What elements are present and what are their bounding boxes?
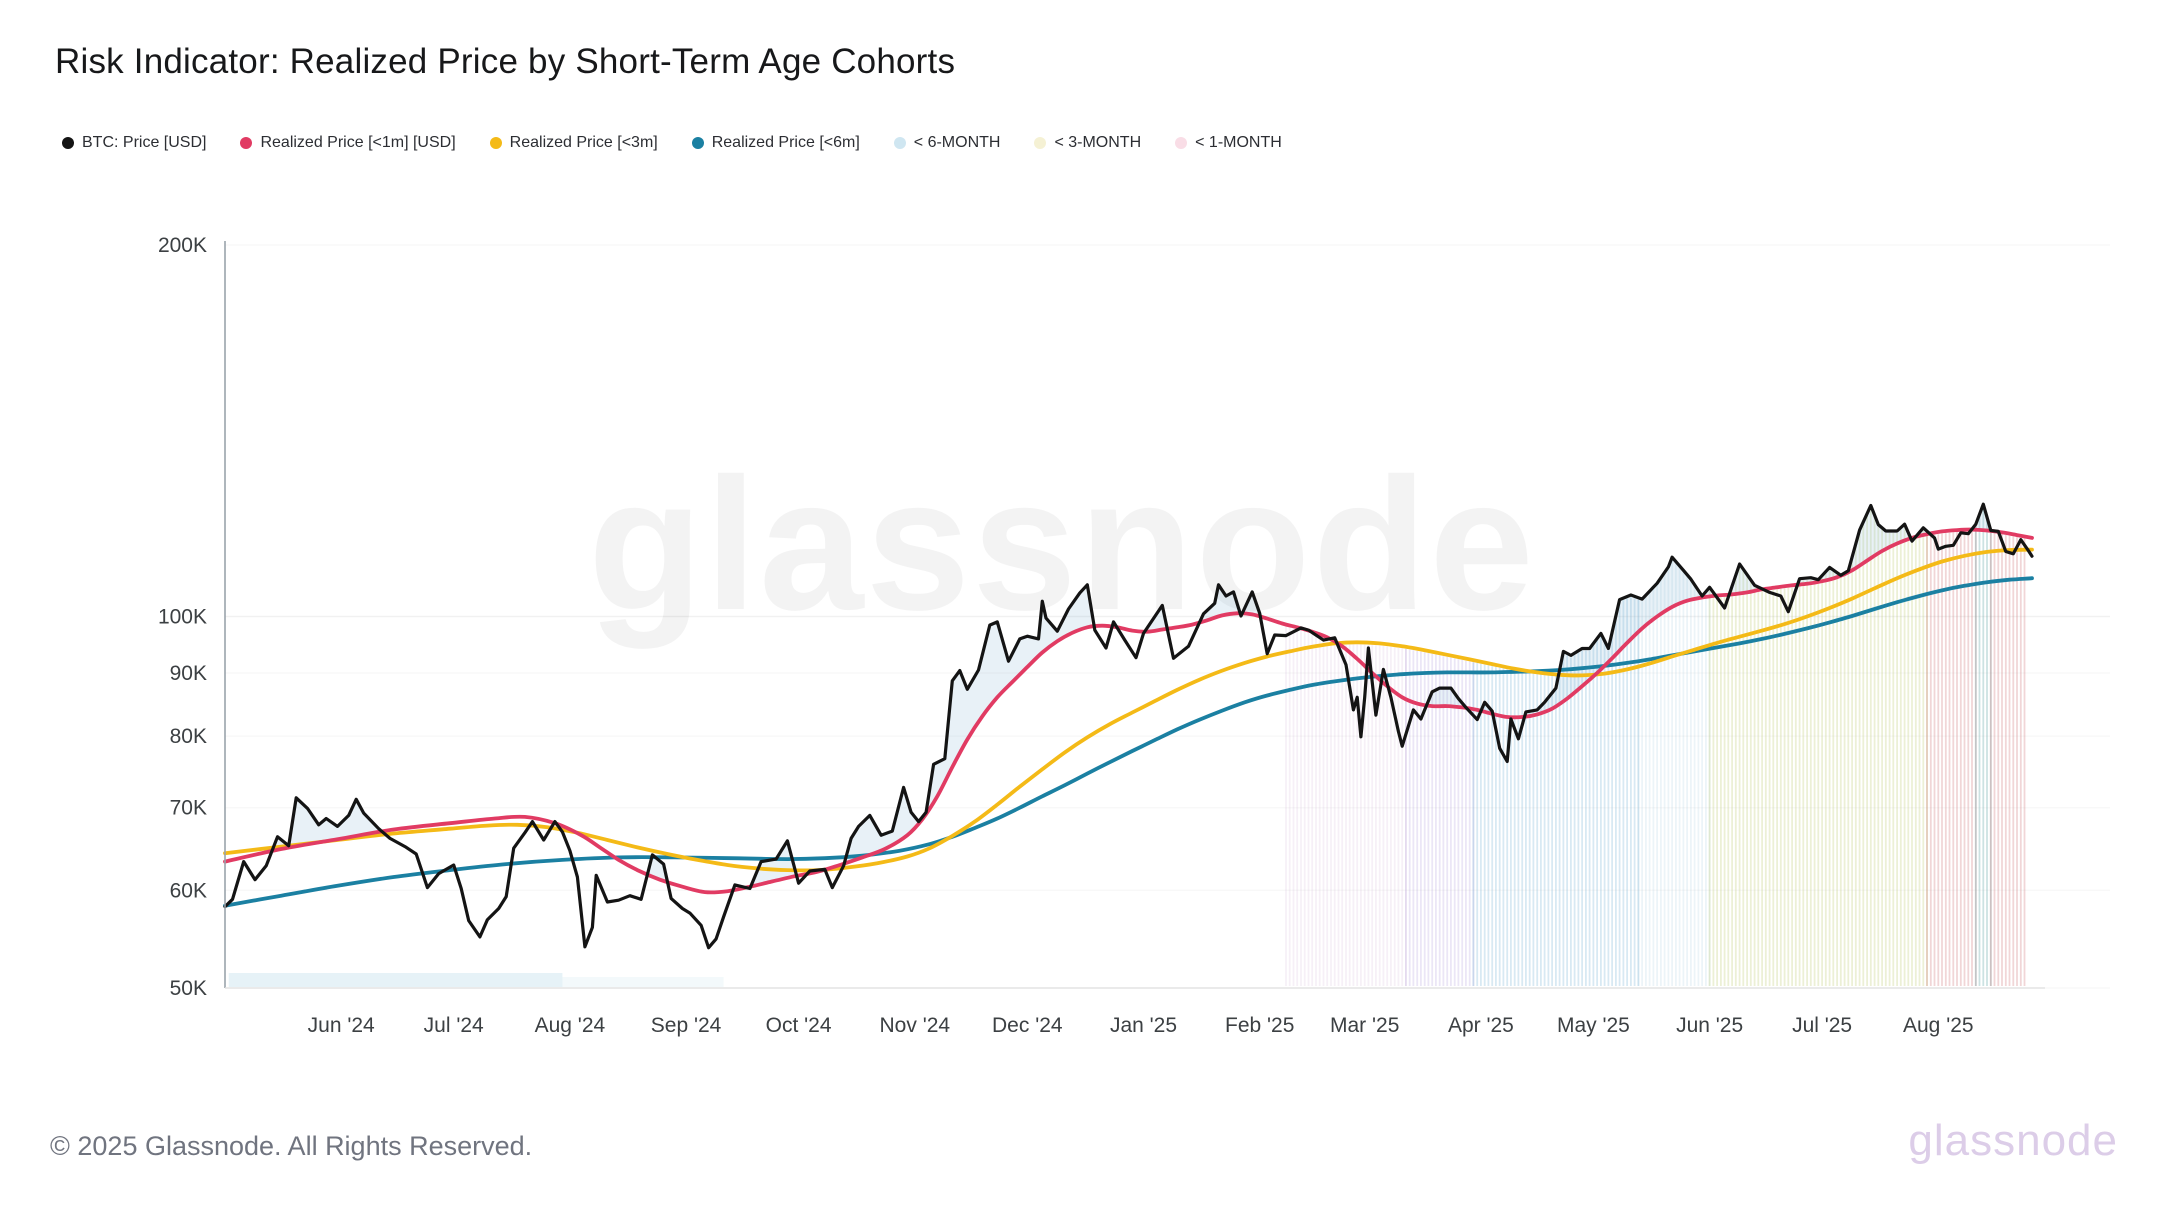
x-tick-label: Nov '24 (880, 1014, 951, 1037)
y-tick-label: 90K (170, 662, 207, 685)
legend-label: < 6-MONTH (913, 134, 1001, 151)
x-tick-label: Jul '24 (424, 1014, 484, 1037)
series-line-1 (223, 527, 2034, 895)
x-tick-label: Jun '24 (308, 1014, 375, 1037)
x-tick-label: Aug '25 (1903, 1014, 1974, 1037)
y-axis-labels: 200K 100K 90K 80K 70K 60K 50K (158, 234, 207, 1000)
legend-label: BTC: Price [USD] (82, 134, 207, 151)
y-tick-label: 200K (158, 234, 207, 257)
x-axis-labels: Jun '24 Jul '24 Aug '24 Sep '24 Oct '24 Nov '… (308, 1014, 1974, 1037)
risk-band-stripes (1285, 506, 2026, 986)
legend-label: Realized Price [<3m] (509, 134, 658, 151)
x-tick-label: Jun '25 (1676, 1014, 1743, 1037)
legend-label: Realized Price [<1m] [USD] (260, 134, 456, 151)
legend-item-realized-1m[interactable]: Realized Price [<1m] [USD] (240, 134, 456, 152)
series-line-0 (223, 502, 2034, 950)
legend-label: < 1-MONTH (1195, 134, 1282, 151)
legend-dot-realized-1m-icon (240, 137, 253, 149)
legend-dot-band-1month-icon (1175, 137, 1188, 149)
glassnode-watermark: glassnode (588, 436, 1536, 652)
legend-item-realized-3m[interactable]: Realized Price [<3m] (489, 134, 658, 152)
chart-legend: BTC: Price [USD] Realized Price [<1m] [U… (62, 134, 1282, 152)
x-tick-label: Oct '24 (766, 1014, 832, 1037)
legend-label: Realized Price [<6m] (711, 134, 860, 151)
x-tick-label: Aug '24 (535, 1014, 606, 1037)
page-title: Risk Indicator: Realized Price by Short-… (55, 42, 956, 81)
x-tick-label: Apr '25 (1448, 1014, 1514, 1037)
y-tick-label: 100K (158, 606, 207, 629)
x-tick-label: Jul '25 (1792, 1014, 1852, 1037)
x-tick-label: Jan '25 (1110, 1014, 1177, 1037)
x-tick-label: May '25 (1557, 1014, 1630, 1037)
legend-item-band-6month[interactable]: < 6-MONTH (893, 134, 1001, 152)
legend-dot-band-6month-icon (893, 137, 906, 149)
x-tick-label: Sep '24 (651, 1014, 722, 1037)
copyright-text: © 2025 Glassnode. All Rights Reserved. (50, 1131, 533, 1161)
legend-dot-band-3month-icon (1034, 137, 1047, 149)
legend-item-band-3month[interactable]: < 3-MONTH (1034, 134, 1141, 152)
glassnode-logo: glassnode (1908, 1116, 2118, 1165)
y-tick-label: 50K (170, 977, 207, 1000)
y-gridlines (225, 615, 2110, 618)
x-tick-label: Feb '25 (1225, 1014, 1294, 1037)
legend-item-band-1month[interactable]: < 1-MONTH (1175, 134, 1282, 152)
y-tick-label: 60K (170, 879, 207, 902)
legend-item-realized-6m[interactable]: Realized Price [<6m] (691, 134, 860, 152)
legend-dot-btc-price-icon (62, 137, 74, 149)
series-line-2 (223, 547, 2034, 873)
y-tick-label: 80K (170, 725, 207, 748)
bottom-risk-bands (228, 973, 724, 987)
legend-label: < 3-MONTH (1054, 134, 1142, 151)
x-tick-label: Mar '25 (1330, 1014, 1399, 1037)
x-tick-label: Dec '24 (992, 1014, 1063, 1037)
legend-dot-realized-6m-icon (691, 137, 704, 149)
legend-item-btc-price[interactable]: BTC: Price [USD] (62, 134, 206, 152)
legend-dot-realized-3m-icon (489, 137, 502, 149)
y-tick-label: 70K (170, 797, 207, 820)
series-line-3 (223, 576, 2034, 908)
